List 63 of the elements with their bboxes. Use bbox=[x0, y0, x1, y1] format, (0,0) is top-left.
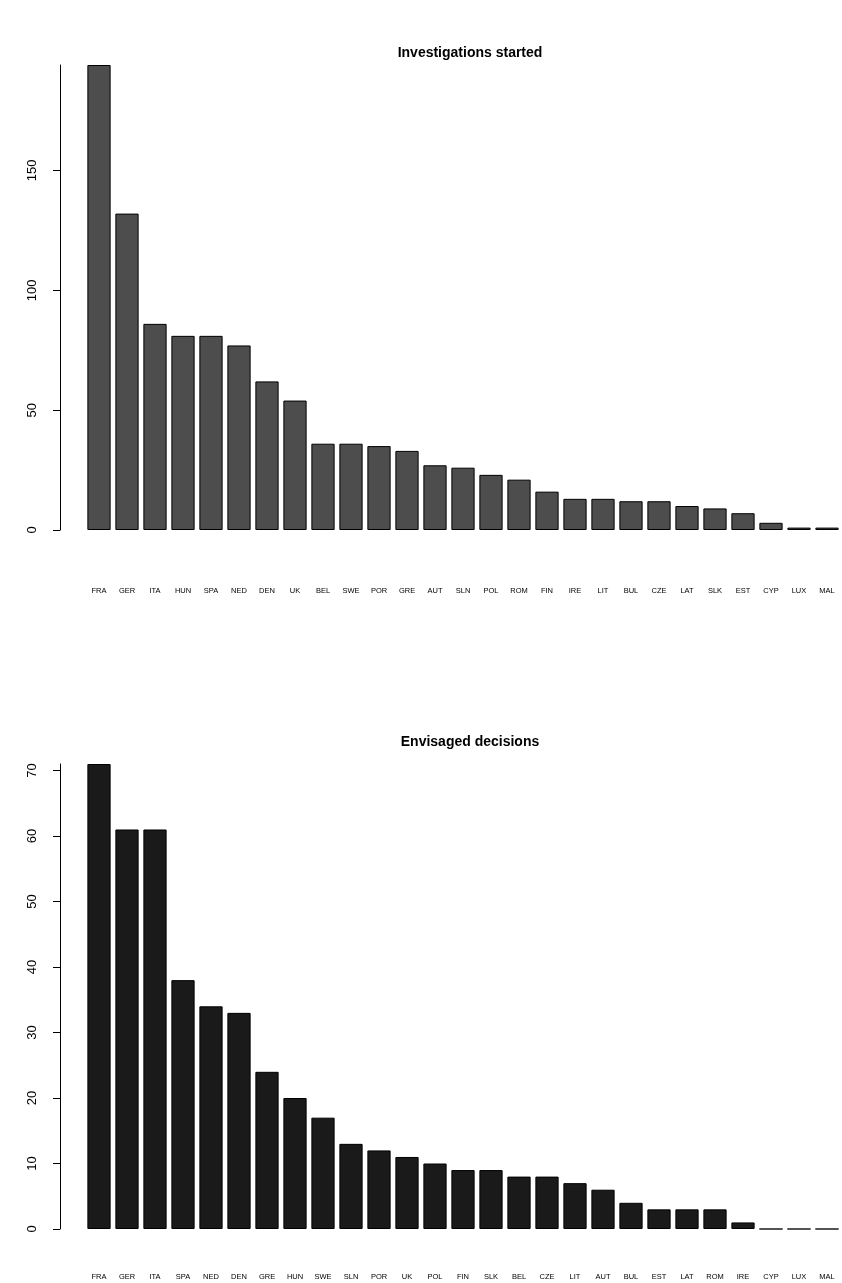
y-tick-label: 0 bbox=[24, 526, 39, 534]
bar bbox=[283, 1098, 307, 1229]
y-tick-label: 0 bbox=[24, 1225, 39, 1233]
y-tick-label: 70 bbox=[24, 763, 39, 778]
bar bbox=[759, 522, 783, 530]
bar bbox=[227, 345, 251, 530]
bar bbox=[423, 1163, 447, 1229]
bar bbox=[479, 1170, 503, 1229]
bar bbox=[171, 335, 195, 530]
bar bbox=[255, 1071, 279, 1229]
y-tick-label: 40 bbox=[24, 959, 39, 975]
bar bbox=[115, 829, 139, 1229]
y-tick-label: 100 bbox=[24, 279, 39, 302]
y-tick-label: 30 bbox=[24, 1025, 39, 1040]
bar bbox=[535, 1176, 559, 1229]
bar bbox=[647, 501, 671, 530]
bar bbox=[675, 506, 699, 530]
chart-title: Envisaged decisions bbox=[400, 733, 540, 749]
bar bbox=[451, 1170, 475, 1229]
chart-title: Investigations started bbox=[397, 44, 543, 60]
bar bbox=[367, 446, 391, 530]
bar bbox=[339, 1143, 363, 1229]
bar bbox=[199, 1006, 223, 1229]
bar bbox=[311, 443, 335, 530]
bar bbox=[255, 381, 279, 530]
bar bbox=[619, 501, 643, 530]
bar bbox=[507, 479, 531, 530]
bar bbox=[703, 1209, 727, 1229]
bar bbox=[479, 474, 503, 530]
bar bbox=[647, 1209, 671, 1229]
y-tick-label: 10 bbox=[24, 1156, 39, 1171]
bar bbox=[619, 1202, 643, 1229]
y-tick-label: 150 bbox=[24, 159, 39, 182]
bar bbox=[339, 443, 363, 530]
bar bbox=[311, 1117, 335, 1229]
bar bbox=[731, 1222, 755, 1229]
bar bbox=[423, 465, 447, 530]
bar bbox=[199, 335, 223, 530]
bar bbox=[227, 1012, 251, 1229]
bar bbox=[563, 1183, 587, 1229]
y-tick-label: 50 bbox=[24, 894, 39, 909]
bar bbox=[283, 400, 307, 530]
bar bbox=[591, 1189, 615, 1229]
bar bbox=[675, 1209, 699, 1229]
bar bbox=[591, 498, 615, 530]
bar bbox=[507, 1176, 531, 1229]
bar bbox=[143, 323, 167, 530]
bar bbox=[563, 498, 587, 530]
y-tick-label: 50 bbox=[24, 402, 39, 418]
bar bbox=[367, 1150, 391, 1229]
y-tick-label: 20 bbox=[24, 1090, 39, 1106]
bar bbox=[703, 508, 727, 530]
bar bbox=[87, 764, 111, 1229]
bar bbox=[87, 65, 111, 530]
bar bbox=[143, 829, 167, 1229]
bar bbox=[451, 467, 475, 530]
bar bbox=[395, 450, 419, 530]
y-tick-label: 60 bbox=[24, 828, 39, 844]
bar bbox=[115, 213, 139, 530]
bar bbox=[171, 980, 195, 1229]
bar bbox=[535, 491, 559, 530]
bar bbox=[731, 513, 755, 530]
bar bbox=[395, 1156, 419, 1229]
